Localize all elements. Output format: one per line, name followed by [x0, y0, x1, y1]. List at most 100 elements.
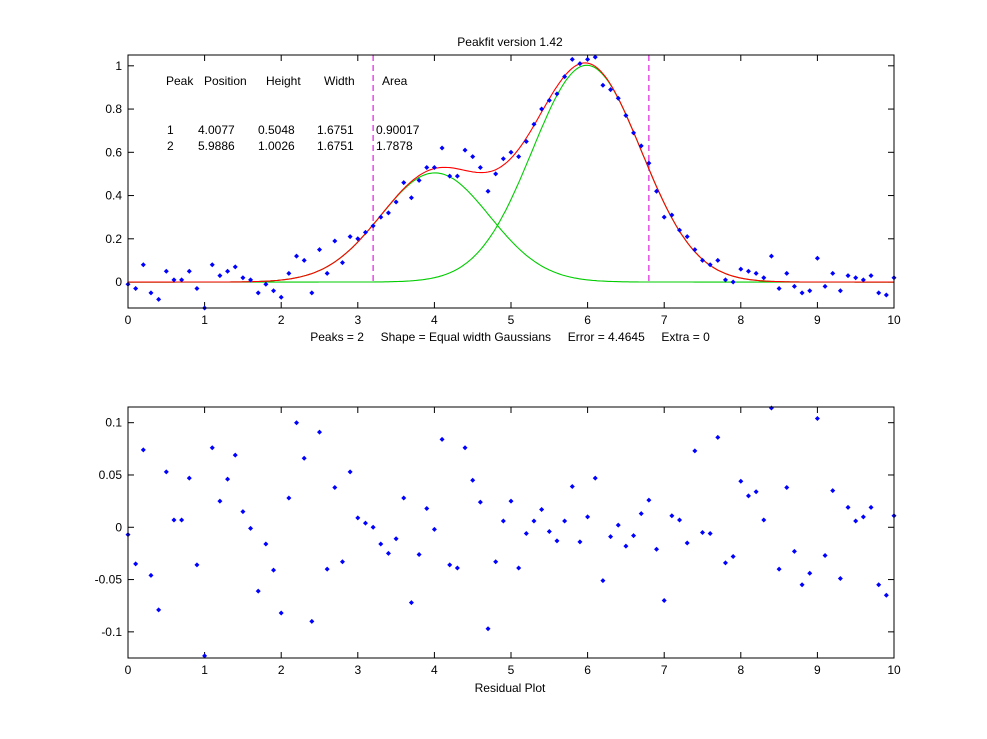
- data-point: [799, 290, 805, 296]
- data-point: [401, 180, 407, 186]
- data-point: [738, 266, 744, 272]
- data-point: [194, 562, 200, 568]
- data-point: [309, 290, 315, 296]
- x-tick-label: 8: [737, 663, 744, 677]
- data-point: [745, 493, 751, 499]
- data-point: [408, 600, 414, 606]
- data-point: [393, 199, 399, 205]
- data-point: [393, 536, 399, 542]
- data-point: [324, 270, 330, 276]
- results-table-cell: 0.5048: [258, 123, 295, 137]
- data-point: [562, 518, 568, 524]
- data-point: [577, 61, 583, 67]
- data-point: [684, 234, 690, 240]
- chart-title: Peakfit version 1.42: [457, 35, 563, 49]
- data-point: [148, 290, 154, 296]
- data-point: [140, 447, 146, 453]
- residual-plot: 0 1 2 3 4 5 6 7 8 9 10 -0.1 -0.05 0 0.05 0.1 Residual P…: [95, 405, 901, 695]
- data-point: [332, 238, 338, 244]
- data-point: [278, 610, 284, 616]
- data-point: [860, 277, 866, 283]
- data-point: [263, 281, 269, 287]
- data-point: [286, 270, 292, 276]
- data-point: [830, 270, 836, 276]
- data-point: [225, 476, 231, 482]
- data-point: [362, 520, 368, 526]
- data-point: [255, 588, 261, 594]
- results-table-header: Area: [382, 74, 408, 88]
- data-point: [209, 445, 215, 451]
- data-point: [439, 145, 445, 151]
- data-point: [332, 485, 338, 491]
- x-tick-label: 10: [887, 313, 901, 327]
- data-point: [853, 275, 859, 281]
- data-point: [408, 195, 414, 201]
- data-point: [385, 550, 391, 556]
- data-point: [286, 495, 292, 501]
- data-point: [263, 541, 269, 547]
- data-point: [638, 143, 644, 149]
- data-point: [738, 478, 744, 484]
- data-point: [378, 214, 384, 220]
- data-point: [868, 273, 874, 279]
- data-point: [776, 566, 782, 572]
- data-point: [608, 534, 614, 540]
- data-point: [508, 498, 514, 504]
- data-point: [784, 270, 790, 276]
- x-tick-label: 7: [661, 313, 668, 327]
- data-point: [523, 138, 529, 144]
- data-point: [615, 522, 621, 528]
- data-point: [700, 257, 705, 263]
- results-table-cell: 1: [167, 123, 174, 137]
- data-point: [569, 56, 575, 62]
- data-point: [669, 513, 675, 519]
- data-point: [493, 171, 499, 177]
- results-table-cell: 1.6751: [317, 139, 354, 153]
- x-tick-label: 3: [354, 663, 361, 677]
- data-point: [837, 576, 843, 582]
- data-point: [677, 517, 683, 523]
- data-point: [271, 567, 277, 573]
- data-point: [722, 277, 728, 283]
- data-point: [378, 541, 384, 547]
- data-point: [317, 247, 322, 253]
- data-point: [278, 294, 284, 300]
- data-point: [485, 626, 491, 632]
- results-table-cell: 4.0077: [198, 123, 235, 137]
- data-point: [470, 154, 476, 160]
- data-point: [753, 489, 759, 495]
- data-point: [761, 517, 767, 523]
- fit-summary: Peaks = 2 Shape = Equal width Gaussians …: [310, 330, 710, 344]
- y-tick-label: -0.05: [95, 573, 123, 587]
- data-point: [485, 188, 491, 194]
- data-point: [761, 275, 767, 281]
- data-point: [186, 268, 192, 274]
- data-point: [715, 257, 721, 263]
- data-point: [646, 497, 652, 503]
- x-tick-label: 6: [584, 663, 591, 677]
- data-point: [822, 553, 828, 559]
- y-tick-label: 0.6: [105, 145, 122, 159]
- results-table-cell: 1.0026: [258, 139, 295, 153]
- results-table-cell: 1.7878: [376, 139, 413, 153]
- data-point: [715, 434, 721, 440]
- x-tick-label: 3: [354, 313, 361, 327]
- data-point: [631, 533, 637, 539]
- data-point: [807, 288, 813, 294]
- data-point: [539, 506, 545, 512]
- data-point: [179, 277, 185, 283]
- data-point: [301, 257, 307, 263]
- x-tick-label: 10: [887, 663, 901, 677]
- data-point: [217, 273, 223, 279]
- data-point: [592, 54, 598, 60]
- data-point: [608, 87, 614, 93]
- fit-plot-frame: [127, 54, 895, 309]
- x-tick-label: 1: [201, 663, 208, 677]
- data-point: [692, 448, 698, 454]
- data-point: [500, 518, 506, 524]
- results-table-header: Height: [266, 74, 301, 88]
- data-point: [324, 566, 330, 572]
- data-point: [791, 548, 797, 554]
- data-point: [179, 517, 185, 523]
- data-point: [133, 286, 139, 292]
